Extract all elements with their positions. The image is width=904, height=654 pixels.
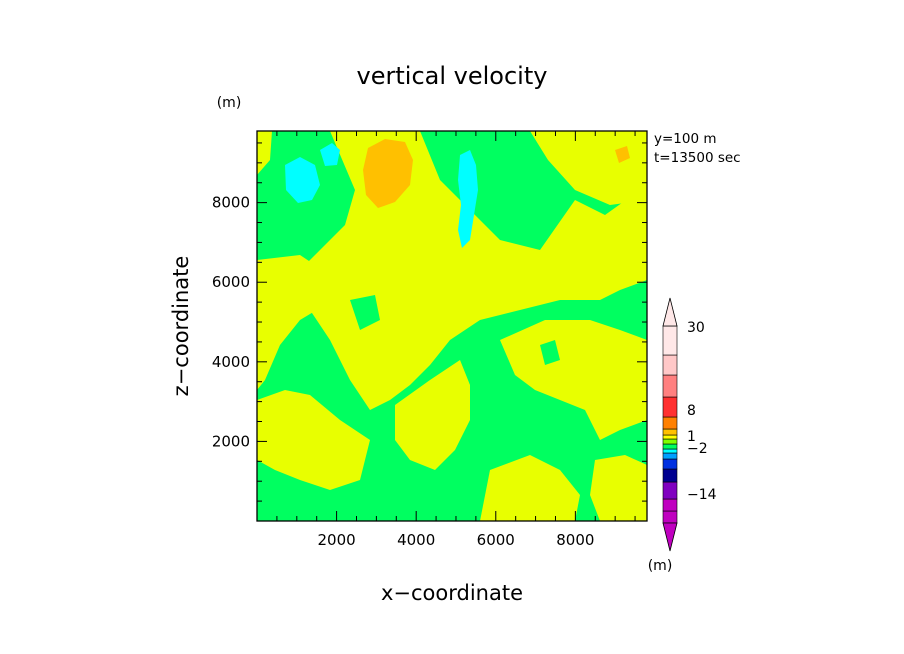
region-cyan-center — [458, 150, 478, 248]
colorbar-segment — [662, 458, 678, 470]
colorbar-segment — [662, 498, 678, 512]
region-yellow-bottom — [480, 455, 580, 521]
colorbar-label: −14 — [687, 487, 717, 503]
x-axis: 2000 4000 6000 8000 — [276, 131, 636, 549]
y-tick-label: 6000 — [212, 273, 250, 291]
region-yellow-left-mid — [257, 390, 370, 490]
colorbar-segment — [662, 438, 678, 445]
colorbar-unit: (m) — [648, 558, 673, 574]
y-axis-unit: (m) — [217, 95, 242, 111]
colorbar-segment — [662, 325, 678, 356]
region-yellow-right-mid — [500, 320, 647, 440]
region-yellow-left — [257, 255, 330, 390]
colorbar-segment — [662, 428, 678, 436]
region-yellow-top-left — [257, 131, 272, 175]
x-tick-label: 6000 — [477, 531, 515, 549]
colorbar-max-arrow — [662, 297, 678, 327]
y-axis: 2000 4000 6000 8000 — [212, 142, 647, 502]
colorbar-segment — [662, 374, 678, 398]
region-orange-core — [363, 139, 413, 208]
colorbar-segment — [662, 448, 678, 454]
region-yellow-bottom-right — [590, 455, 647, 521]
y-tick-label: 4000 — [212, 353, 250, 371]
annotation-t: t=13500 sec — [654, 150, 741, 166]
region-green-island-2 — [540, 340, 560, 365]
colorbar-segment — [662, 481, 678, 500]
x-tick-label: 2000 — [317, 531, 355, 549]
region-cyan-left-small — [320, 143, 340, 166]
region-cyan-left — [285, 157, 320, 203]
region-green-island-3 — [315, 370, 340, 405]
colorbar-segment — [662, 510, 678, 524]
region-yellow-center — [395, 360, 470, 470]
colorbar-segment — [662, 354, 678, 376]
colorbar-label: 1 — [687, 429, 696, 445]
colorbar-segment — [662, 443, 678, 450]
colorbar-label: 8 — [687, 403, 696, 419]
contour-field — [257, 131, 647, 521]
region-orange-small — [615, 146, 630, 163]
y-tick-label: 2000 — [212, 432, 250, 450]
chart-title: vertical velocity — [357, 62, 548, 90]
colorbar-segment — [662, 452, 678, 460]
region-green-island-1 — [350, 295, 380, 330]
colorbar-segment — [662, 416, 678, 430]
y-tick-label: 8000 — [212, 194, 250, 212]
x-tick-label: 8000 — [556, 531, 594, 549]
colorbar-label: −2 — [687, 441, 708, 457]
plot-frame — [256, 130, 648, 522]
y-axis-label: z−coordinate — [169, 256, 193, 397]
x-axis-label: x−coordinate — [381, 581, 523, 605]
colorbar: 30 8 1−2 −14 — [662, 297, 717, 552]
colorbar-segment — [662, 468, 678, 483]
annotation-y: y=100 m — [654, 131, 717, 147]
colorbar-segment — [662, 396, 678, 418]
colorbar-min-arrow — [662, 522, 678, 552]
colorbar-label: 30 — [687, 320, 705, 336]
x-tick-label: 4000 — [397, 531, 435, 549]
colorbar-segment — [662, 434, 678, 440]
